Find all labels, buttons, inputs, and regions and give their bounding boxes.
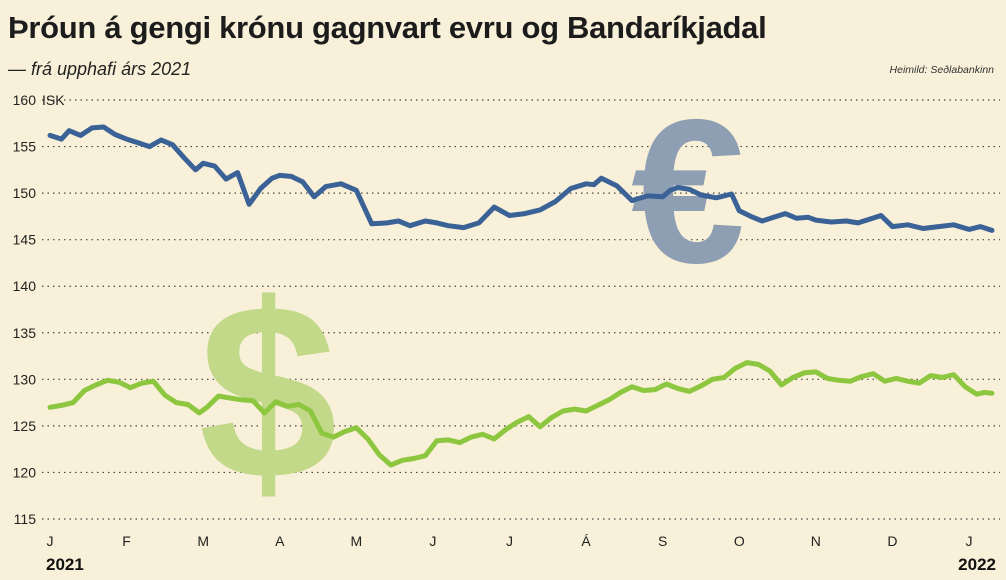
y-tick-label: 155 [13,139,37,155]
usd-series-line [47,360,995,468]
currency-symbols: € $ [198,77,745,531]
y-tick-label: 135 [13,325,37,341]
x-tick-label: S [658,533,667,549]
y-tick-label: 160 [13,92,37,108]
x-tick-label: M [197,533,209,549]
y-tick-label: 115 [14,511,37,527]
y-tick-label: 150 [13,185,37,201]
chart-subtitle: — frá upphafi árs 2021 [8,59,192,79]
chart-title: Þróun á gengi krónu gagnvart evru og Ban… [8,10,767,45]
y-axis-unit-label: ISK [42,92,65,108]
source-note: Heimild: Seðlabankinn [889,64,994,76]
x-tick-label: N [811,533,821,549]
x-tick-label: F [122,533,131,549]
x-tick-label: J [47,533,54,549]
x-tick-label: Á [581,533,591,549]
y-tick-label: 145 [13,232,37,248]
y-tick-label: 140 [13,278,37,294]
y-axis-ticks: 115 120 125 130 135 140 145 150 155 160 [13,92,37,527]
year-label-start: 2021 [46,555,84,574]
year-label-end: 2022 [958,555,996,574]
series-lines [47,124,995,468]
y-tick-label: 125 [13,418,37,434]
x-axis-year-labels: 2021 2022 [46,555,996,574]
x-tick-label: J [429,533,436,549]
x-tick-label: J [506,533,513,549]
dollar-icon: $ [198,252,337,531]
x-tick-label: J [966,533,973,549]
eur-series-line [47,124,995,233]
y-tick-label: 130 [13,371,37,387]
x-tick-label: O [734,533,745,549]
x-tick-label: A [275,533,285,549]
x-tick-label: D [887,533,897,549]
x-tick-label: M [351,533,363,549]
y-tick-label: 120 [13,464,37,480]
